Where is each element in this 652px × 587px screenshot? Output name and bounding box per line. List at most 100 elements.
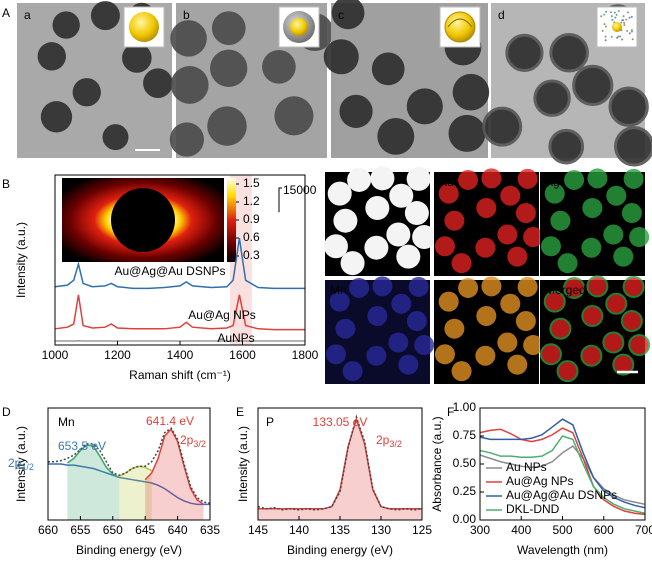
sem-particle xyxy=(340,251,365,276)
element-particle xyxy=(622,275,645,298)
element-particle xyxy=(612,353,635,376)
element-particle xyxy=(438,291,459,312)
element-particle xyxy=(628,334,651,357)
annotation-text: P xyxy=(266,415,274,429)
panel-label: A xyxy=(2,6,10,20)
sem-particle xyxy=(364,235,389,260)
area-fill xyxy=(258,419,422,520)
x-tick-label: 700 xyxy=(635,523,652,537)
sem-particle xyxy=(347,167,372,192)
element-particle xyxy=(497,332,518,353)
icon-dot xyxy=(611,18,614,21)
nanoparticle xyxy=(72,78,101,107)
element-particle xyxy=(563,276,586,299)
series-line xyxy=(67,444,120,479)
nanoparticle xyxy=(37,42,66,71)
nanoparticle xyxy=(482,106,523,147)
sem-particle xyxy=(323,234,348,259)
colorbar-tick-label: 1.5 xyxy=(243,176,260,190)
element-particle xyxy=(434,344,455,365)
element-particle xyxy=(605,292,628,315)
icon-dot xyxy=(600,15,603,18)
sem-particle xyxy=(389,183,414,208)
x-tick-label: 1200 xyxy=(104,348,131,362)
series-line xyxy=(48,427,211,504)
annotation: 2p3/2 xyxy=(180,433,206,449)
nanoparticle xyxy=(262,49,296,84)
element-particle xyxy=(602,331,625,354)
x-axis-label: Binding energy (eV) xyxy=(76,543,182,557)
icon-dot xyxy=(622,19,625,22)
annotation: Mn xyxy=(58,415,75,429)
element-particle xyxy=(444,210,465,231)
series-line xyxy=(54,238,305,290)
nanoparticle xyxy=(608,86,649,127)
plot-frame xyxy=(47,407,211,521)
nanoparticle xyxy=(274,96,314,136)
icon-dot xyxy=(630,30,633,33)
element-particle xyxy=(372,276,393,297)
icon-dot xyxy=(604,39,607,42)
element-particle xyxy=(475,237,496,258)
element-particle xyxy=(581,304,604,327)
nanoparticle xyxy=(548,128,585,165)
annotation: P xyxy=(266,415,274,429)
x-tick-label: 500 xyxy=(552,523,572,537)
panel-label: D xyxy=(2,405,11,419)
element-particle xyxy=(517,168,538,189)
x-tick-label: 1000 xyxy=(42,348,69,362)
element-particle xyxy=(606,185,627,206)
element-particle xyxy=(438,183,459,204)
subpanel-label: b xyxy=(183,8,190,22)
element-particle xyxy=(451,253,472,274)
element-particle xyxy=(335,318,356,339)
nanoparticle xyxy=(331,0,365,30)
element-particle xyxy=(500,185,521,206)
annotation: 641.4 eV xyxy=(146,414,194,428)
x-tick-label: 400 xyxy=(511,523,531,537)
y-tick-label: 0.50 xyxy=(453,456,477,470)
icon-dot xyxy=(620,21,623,24)
y-axis-label: Absorbance (a.u.) xyxy=(430,416,444,511)
x-axis-label: Raman shift (cm⁻¹) xyxy=(129,368,231,382)
series-line xyxy=(48,463,210,506)
legend-label: Au@Ag NPs xyxy=(506,474,574,488)
element-particle xyxy=(367,305,388,326)
element-particle xyxy=(507,354,528,375)
element-particle xyxy=(556,360,579,383)
icon-dot xyxy=(617,35,620,38)
nanoparticle xyxy=(339,94,373,128)
icon-dot xyxy=(623,21,626,24)
element-particle xyxy=(507,246,528,267)
element-particle xyxy=(523,227,544,248)
element-particle xyxy=(581,237,602,258)
element-particle xyxy=(388,332,409,353)
map-label: Mn xyxy=(330,283,347,297)
icon-core xyxy=(612,22,622,32)
element-particle xyxy=(544,183,565,204)
element-particle xyxy=(620,310,643,333)
element-particle xyxy=(458,169,479,190)
scale-bar xyxy=(278,187,282,213)
element-particle xyxy=(434,236,455,257)
nanoparticle xyxy=(371,52,405,86)
icon-dot xyxy=(610,35,613,38)
nanoparticle xyxy=(448,114,486,152)
nanoparticle xyxy=(143,68,173,98)
x-tick-label: 140 xyxy=(289,523,309,537)
x-axis-label: Binding energy (eV) xyxy=(287,543,393,557)
y-tick-label: 0.75 xyxy=(453,428,477,442)
series-line xyxy=(54,294,305,331)
sem-particle xyxy=(370,166,395,191)
series-line xyxy=(479,418,646,509)
sem-particle xyxy=(412,225,437,250)
element-particle xyxy=(587,168,608,189)
area-fill xyxy=(145,429,204,520)
colorbar-tick-label: 1.2 xyxy=(243,194,260,208)
icon-dot xyxy=(604,35,607,38)
icon-dot xyxy=(626,11,629,14)
scale-bar-label: 15000 xyxy=(283,183,317,197)
panel-label: F xyxy=(447,405,454,419)
element-particle xyxy=(564,169,585,190)
area-fill xyxy=(119,466,152,520)
